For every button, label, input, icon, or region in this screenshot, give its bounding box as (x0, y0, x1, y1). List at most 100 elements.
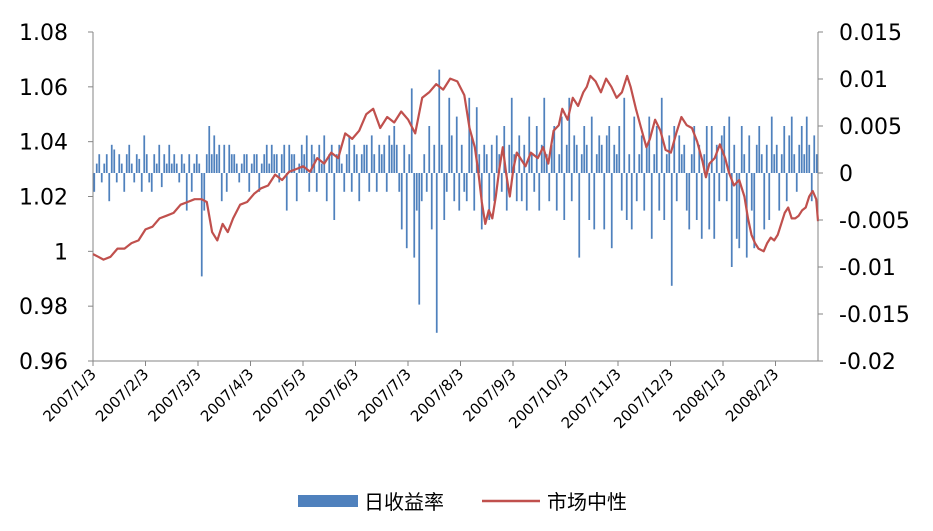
bar (553, 126, 556, 173)
bar (125, 154, 128, 173)
bar (428, 126, 431, 173)
bar (780, 154, 783, 173)
bar (178, 173, 181, 183)
bar (585, 144, 588, 173)
bar (678, 135, 681, 173)
bar (408, 154, 411, 173)
bar (430, 173, 433, 230)
bar (768, 173, 771, 220)
y-axis-left-labels: 0.96 0.98 1 1.02 1.04 1.06 1.08 (19, 21, 93, 375)
y-left-tick-label: 0.96 (19, 350, 68, 375)
bar (600, 144, 603, 173)
bar (583, 126, 586, 173)
bar (115, 173, 118, 183)
bar (450, 135, 453, 173)
bar (453, 173, 456, 202)
bar (528, 116, 531, 173)
bar (613, 144, 616, 173)
bar (355, 154, 358, 173)
x-tick-label: 2007/5/3 (249, 365, 309, 425)
bar (803, 154, 806, 173)
bar (198, 163, 201, 173)
bar (508, 144, 511, 173)
bar (540, 144, 543, 173)
bar (423, 154, 426, 173)
bar (698, 144, 701, 173)
bar (93, 173, 96, 192)
bar (123, 173, 126, 192)
bar (603, 173, 606, 230)
bar (173, 154, 176, 173)
bar (345, 154, 348, 173)
bar (373, 154, 376, 173)
bar (315, 173, 318, 192)
bar (793, 154, 796, 173)
bar (118, 154, 121, 173)
bar (615, 154, 618, 173)
bar (153, 154, 156, 173)
x-tick-label: 2007/8/3 (407, 365, 467, 425)
bar (738, 173, 741, 249)
bar (403, 144, 406, 173)
bar (813, 135, 816, 173)
bar (463, 173, 466, 192)
bar (230, 154, 233, 173)
bar (740, 126, 743, 173)
bar (190, 173, 193, 192)
bar (375, 173, 378, 192)
bar (705, 126, 708, 173)
bar (805, 116, 808, 173)
bar (395, 144, 398, 173)
bar (715, 144, 718, 173)
bar (478, 154, 481, 173)
bar (683, 144, 686, 173)
bar (560, 116, 563, 173)
bar (228, 144, 231, 173)
bar (145, 154, 148, 173)
bar (250, 163, 253, 173)
bar (723, 126, 726, 173)
x-tick-label: 2007/2/3 (92, 365, 152, 425)
bar (645, 144, 648, 173)
bar (693, 126, 696, 173)
bar (233, 154, 236, 173)
legend-swatch-bar (298, 495, 358, 507)
bar (473, 173, 476, 211)
bar (353, 144, 356, 173)
bar (643, 173, 646, 211)
bar (203, 173, 206, 211)
y-right-tick-label: 0 (839, 162, 853, 187)
bar (238, 173, 241, 183)
bar (468, 97, 471, 173)
bar (333, 173, 336, 220)
bar (815, 154, 818, 173)
bar (103, 163, 106, 173)
bar (445, 173, 448, 192)
bar (295, 173, 298, 202)
bar (128, 144, 131, 173)
bar (750, 173, 753, 211)
bar (650, 173, 653, 239)
x-tick-label: 2007/3/3 (144, 365, 204, 425)
bar (658, 173, 661, 211)
bar (390, 144, 393, 173)
bar (458, 173, 461, 211)
bar (573, 135, 576, 173)
bar (545, 154, 548, 173)
bar (300, 144, 303, 173)
y-left-tick-label: 1.06 (19, 76, 68, 101)
bar (290, 154, 293, 173)
bar (733, 144, 736, 173)
bar (288, 144, 291, 173)
bar (535, 126, 538, 173)
bar (795, 173, 798, 192)
bar (213, 135, 216, 173)
bar (665, 154, 668, 173)
bar (808, 144, 811, 173)
bar (568, 97, 571, 173)
x-tick-label: 2007/7/3 (354, 365, 414, 425)
bar (765, 144, 768, 173)
series-line (92, 74, 820, 261)
bar (310, 144, 313, 173)
